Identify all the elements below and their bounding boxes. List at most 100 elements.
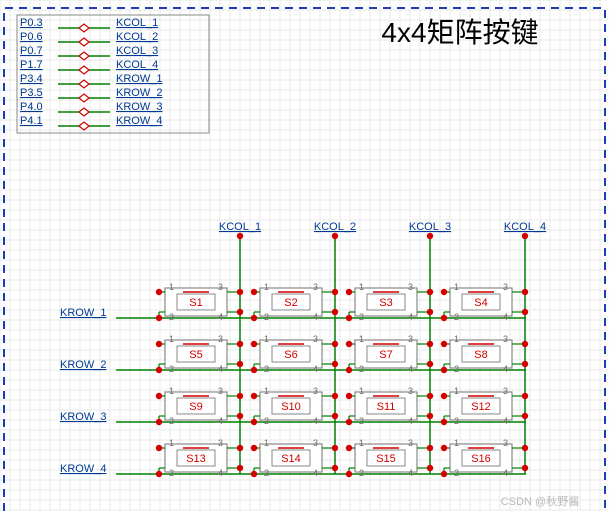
pin-right-label: KCOL_4	[116, 59, 158, 71]
pin-left-label: P0.3	[20, 17, 43, 29]
svg-text:1: 1	[264, 438, 269, 448]
switch-ref: S2	[284, 297, 297, 309]
svg-text:4: 4	[503, 468, 508, 478]
svg-text:3: 3	[218, 334, 223, 344]
row-net-label: KROW_2	[60, 359, 106, 371]
svg-text:4: 4	[218, 312, 223, 322]
svg-text:3: 3	[218, 386, 223, 396]
svg-text:2: 2	[169, 312, 174, 322]
svg-text:4: 4	[408, 416, 413, 426]
watermark: CSDN @秋野酱	[501, 494, 579, 508]
svg-text:3: 3	[313, 282, 318, 292]
row-net-label: KROW_4	[60, 463, 106, 475]
svg-text:3: 3	[408, 386, 413, 396]
svg-text:3: 3	[313, 334, 318, 344]
switch-ref: S9	[189, 401, 202, 413]
svg-text:3: 3	[503, 386, 508, 396]
svg-text:2: 2	[264, 364, 269, 374]
svg-text:1: 1	[169, 386, 174, 396]
switch-ref: S10	[281, 401, 301, 413]
svg-text:2: 2	[454, 312, 459, 322]
switch-ref: S3	[379, 297, 392, 309]
svg-text:3: 3	[503, 282, 508, 292]
svg-text:4: 4	[408, 468, 413, 478]
svg-text:4: 4	[503, 312, 508, 322]
svg-text:1: 1	[359, 438, 364, 448]
svg-text:1: 1	[454, 438, 459, 448]
pin-left-label: P3.4	[20, 73, 43, 85]
switch-ref: S15	[376, 453, 396, 465]
switch-ref: S14	[281, 453, 301, 465]
svg-text:2: 2	[169, 468, 174, 478]
svg-text:3: 3	[408, 334, 413, 344]
svg-text:1: 1	[169, 438, 174, 448]
svg-text:2: 2	[454, 468, 459, 478]
svg-text:2: 2	[169, 364, 174, 374]
svg-text:4: 4	[218, 468, 223, 478]
svg-text:2: 2	[359, 312, 364, 322]
svg-text:4: 4	[503, 364, 508, 374]
switch-ref: S13	[186, 453, 206, 465]
switch-ref: S4	[474, 297, 487, 309]
svg-text:3: 3	[408, 438, 413, 448]
svg-text:2: 2	[264, 468, 269, 478]
switch-ref: S16	[471, 453, 491, 465]
pin-left-label: P0.6	[20, 31, 43, 43]
svg-text:4: 4	[218, 364, 223, 374]
pin-right-label: KROW_3	[116, 101, 162, 113]
pin-left-label: P3.5	[20, 87, 43, 99]
svg-text:3: 3	[218, 282, 223, 292]
row-net-label: KROW_3	[60, 411, 106, 423]
svg-text:2: 2	[454, 416, 459, 426]
svg-text:2: 2	[359, 468, 364, 478]
svg-text:1: 1	[264, 282, 269, 292]
svg-text:1: 1	[264, 386, 269, 396]
svg-text:1: 1	[359, 386, 364, 396]
col-net-label: KCOL_4	[504, 221, 546, 233]
svg-text:1: 1	[359, 282, 364, 292]
svg-text:4: 4	[503, 416, 508, 426]
svg-text:3: 3	[313, 386, 318, 396]
svg-text:1: 1	[359, 334, 364, 344]
svg-text:2: 2	[264, 416, 269, 426]
pin-left-label: P0.7	[20, 45, 43, 57]
svg-text:1: 1	[454, 386, 459, 396]
col-net-label: KCOL_1	[219, 221, 261, 233]
switch-ref: S11	[377, 401, 396, 413]
pin-right-label: KROW_2	[116, 87, 162, 99]
switch-ref: S5	[189, 349, 202, 361]
svg-text:1: 1	[454, 282, 459, 292]
svg-text:4: 4	[218, 416, 223, 426]
svg-text:3: 3	[313, 438, 318, 448]
svg-text:1: 1	[454, 334, 459, 344]
pin-right-label: KCOL_3	[116, 45, 158, 57]
svg-text:3: 3	[218, 438, 223, 448]
svg-text:3: 3	[503, 438, 508, 448]
pin-right-label: KROW_4	[116, 115, 162, 127]
svg-text:3: 3	[408, 282, 413, 292]
switch-ref: S8	[474, 349, 487, 361]
row-net-label: KROW_1	[60, 307, 106, 319]
svg-text:1: 1	[169, 334, 174, 344]
svg-text:4: 4	[313, 468, 318, 478]
svg-text:4: 4	[408, 364, 413, 374]
svg-text:4: 4	[313, 312, 318, 322]
switch-ref: S1	[189, 297, 202, 309]
pin-left-label: P4.1	[20, 115, 43, 127]
svg-text:4: 4	[313, 416, 318, 426]
pin-right-label: KCOL_1	[116, 17, 158, 29]
col-net-label: KCOL_3	[409, 221, 451, 233]
svg-text:3: 3	[503, 334, 508, 344]
switch-ref: S6	[284, 349, 297, 361]
svg-text:4: 4	[408, 312, 413, 322]
svg-text:1: 1	[169, 282, 174, 292]
switch-ref: S12	[471, 401, 491, 413]
svg-text:2: 2	[264, 312, 269, 322]
svg-text:2: 2	[454, 364, 459, 374]
schematic-canvas: 4x4矩阵按键P0.3KCOL_1P0.6KCOL_2P0.7KCOL_3P1.…	[0, 0, 609, 511]
switch-ref: S7	[379, 349, 392, 361]
col-net-label: KCOL_2	[314, 221, 356, 233]
pin-left-label: P4.0	[20, 101, 43, 113]
pin-right-label: KCOL_2	[116, 31, 158, 43]
pin-right-label: KROW_1	[116, 73, 162, 85]
